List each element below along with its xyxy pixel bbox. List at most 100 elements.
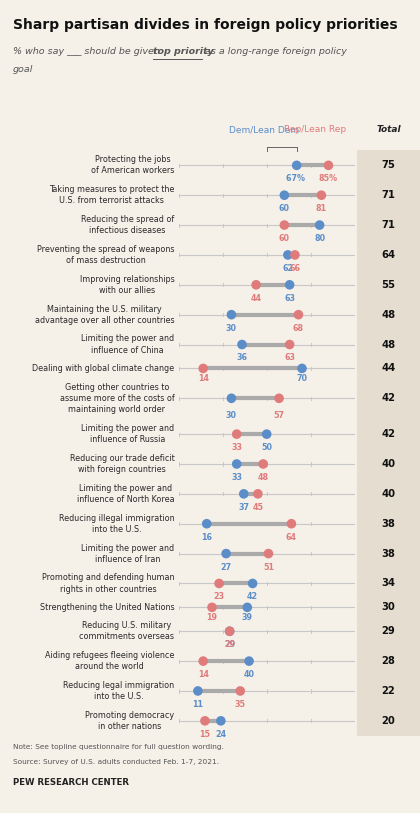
Point [293,159,300,172]
Text: Reducing the spread of
infectious diseases: Reducing the spread of infectious diseas… [81,215,174,235]
Text: 68: 68 [293,324,304,333]
Point [286,338,293,351]
Point [244,601,251,614]
Text: 35: 35 [235,700,246,709]
Text: 70: 70 [297,374,307,383]
Text: 28: 28 [381,656,396,666]
Text: 62: 62 [282,264,294,273]
Point [284,249,291,262]
Text: 30: 30 [226,411,237,420]
Text: Improving relationships
with our allies: Improving relationships with our allies [79,275,174,295]
Point [209,601,215,614]
Text: 42: 42 [381,393,396,403]
Text: 71: 71 [381,190,396,200]
Text: 44: 44 [251,293,262,302]
Point [255,487,261,500]
Point [288,517,295,530]
Text: 36: 36 [236,354,247,363]
Text: 55: 55 [381,280,396,289]
Text: Limiting the power and
influence of North Korea: Limiting the power and influence of Nort… [77,484,174,504]
Text: Aiding refugees fleeing violence
around the world: Aiding refugees fleeing violence around … [45,651,174,672]
Text: 33: 33 [231,473,242,482]
Text: 29: 29 [224,640,235,650]
Text: 81: 81 [316,204,327,213]
Text: Maintaining the U.S. military
advantage over all other countries: Maintaining the U.S. military advantage … [35,305,174,324]
Text: Rep/Lean Rep: Rep/Lean Rep [284,125,346,134]
Text: 38: 38 [381,519,396,528]
Point [253,278,260,291]
Text: 14: 14 [198,670,209,679]
Text: 63: 63 [284,354,295,363]
Text: 64: 64 [286,533,297,541]
Text: 44: 44 [381,363,396,373]
Text: 14: 14 [198,374,209,383]
Text: 64: 64 [381,250,396,260]
Text: Reducing illegal immigration
into the U.S.: Reducing illegal immigration into the U.… [59,514,174,534]
Text: 22: 22 [382,686,395,696]
Point [228,392,235,405]
Text: 30: 30 [226,324,237,333]
Text: 71: 71 [381,220,396,230]
Text: 75: 75 [381,160,396,171]
Text: Getting other countries to
assume more of the costs of
maintaining world order: Getting other countries to assume more o… [60,383,174,414]
Text: 50: 50 [261,443,272,452]
Text: Limiting the power and
influence of Iran: Limiting the power and influence of Iran [81,544,174,563]
Text: 27: 27 [220,563,232,572]
Text: 23: 23 [213,593,225,602]
Point [281,189,288,202]
Point [260,458,267,471]
Text: 24: 24 [215,730,226,739]
Point [234,458,240,471]
Point [316,219,323,232]
Text: 85%: 85% [319,174,338,183]
Point [239,338,245,351]
Point [234,428,240,441]
Text: 20: 20 [382,715,395,726]
Text: 34: 34 [381,579,396,589]
Text: Promoting democracy
in other nations: Promoting democracy in other nations [85,711,174,731]
Text: Reducing legal immigration
into the U.S.: Reducing legal immigration into the U.S. [63,681,174,701]
Point [265,547,272,560]
Text: 42: 42 [381,429,396,439]
Text: 29: 29 [224,640,235,650]
Point [281,219,288,232]
Point [286,278,293,291]
Text: PEW RESEARCH CENTER: PEW RESEARCH CENTER [13,778,129,787]
Point [246,654,252,667]
Point [226,624,233,637]
Text: Sharp partisan divides in foreign policy priorities: Sharp partisan divides in foreign policy… [13,18,397,32]
Point [203,517,210,530]
Point [249,577,256,590]
Text: 80: 80 [314,234,325,243]
Text: as a long-range foreign policy: as a long-range foreign policy [202,47,346,56]
Point [295,308,302,321]
Text: 40: 40 [381,489,396,499]
Text: 66: 66 [289,264,300,273]
Text: 19: 19 [207,613,218,622]
Text: Dem/Lean Dem: Dem/Lean Dem [229,125,299,134]
Text: top priority: top priority [153,47,214,56]
Text: 29: 29 [382,626,395,637]
Text: Dealing with global climate change: Dealing with global climate change [32,364,174,373]
Text: 40: 40 [381,459,396,469]
Text: 51: 51 [263,563,274,572]
Text: Promoting and defending human
rights in other countries: Promoting and defending human rights in … [42,573,174,593]
Point [218,715,224,728]
Point [325,159,332,172]
Point [216,577,223,590]
Text: 67%: 67% [286,174,307,183]
Point [276,392,282,405]
Text: Limiting the power and
influence of Russia: Limiting the power and influence of Russ… [81,424,174,444]
Text: Total: Total [376,125,401,134]
Text: Protecting the jobs
of American workers: Protecting the jobs of American workers [91,155,174,176]
Point [237,685,244,698]
Point [200,654,207,667]
Text: 11: 11 [192,700,203,709]
Point [240,487,247,500]
Point [200,362,207,375]
Text: 63: 63 [284,293,295,302]
Text: 40: 40 [244,670,255,679]
Point [226,624,233,637]
Text: Reducing our trade deficit
with foreign countries: Reducing our trade deficit with foreign … [70,454,174,474]
Text: % who say ___ should be given: % who say ___ should be given [13,47,163,56]
